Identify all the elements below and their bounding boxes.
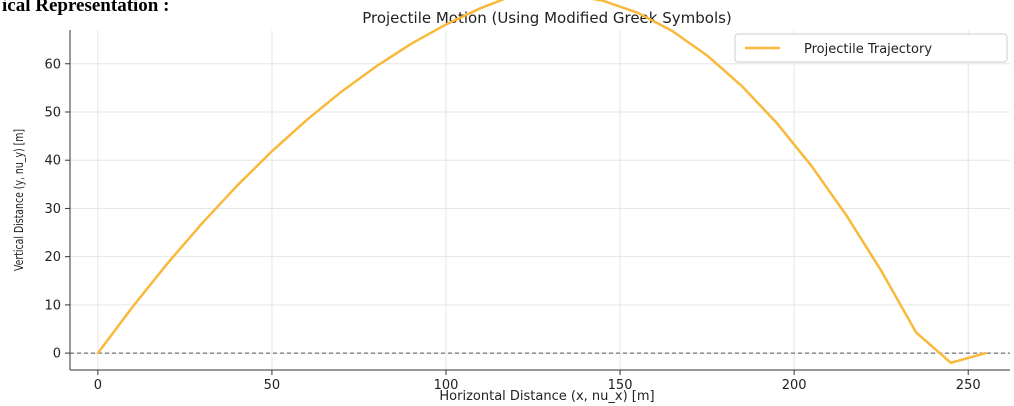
series-line-0 xyxy=(96,0,987,365)
x-tick-label: 0 xyxy=(94,378,102,393)
y-tick-label: 10 xyxy=(44,298,61,313)
y-tick-label: 60 xyxy=(44,57,61,72)
y-axis-title: Vertical Distance (y, nu_y) [m] xyxy=(12,129,26,271)
x-axis-title: Horizontal Distance (x, nu_x) [m] xyxy=(439,389,654,404)
grid-lines xyxy=(70,30,1010,370)
y-tick-label: 0 xyxy=(53,347,61,362)
y-ticks: 0 10 20 30 40 50 60 xyxy=(44,57,70,362)
x-tick-label: 150 xyxy=(608,378,633,393)
y-tick-label: 30 xyxy=(44,202,61,217)
x-ticks: 0 50 100 150 200 250 xyxy=(94,370,981,393)
x-tick-label: 50 xyxy=(264,378,281,393)
y-tick-label: 50 xyxy=(44,105,61,120)
series-layer xyxy=(96,0,987,365)
heading-fragment: ical Representation : xyxy=(2,0,170,16)
x-tick-label: 200 xyxy=(782,378,807,393)
y-tick-label: 40 xyxy=(44,154,61,169)
x-tick-label: 100 xyxy=(434,378,459,393)
chart-title: Projectile Motion (Using Modified Greek … xyxy=(362,9,732,27)
x-tick-label: 250 xyxy=(956,378,981,393)
legend-box xyxy=(734,33,1008,63)
legend: Projectile Trajectory xyxy=(734,33,1008,63)
axes-frame xyxy=(69,30,1010,371)
y-tick-label: 20 xyxy=(44,250,61,265)
legend-label-projectile-trajectory: Projectile Trajectory xyxy=(804,42,932,57)
